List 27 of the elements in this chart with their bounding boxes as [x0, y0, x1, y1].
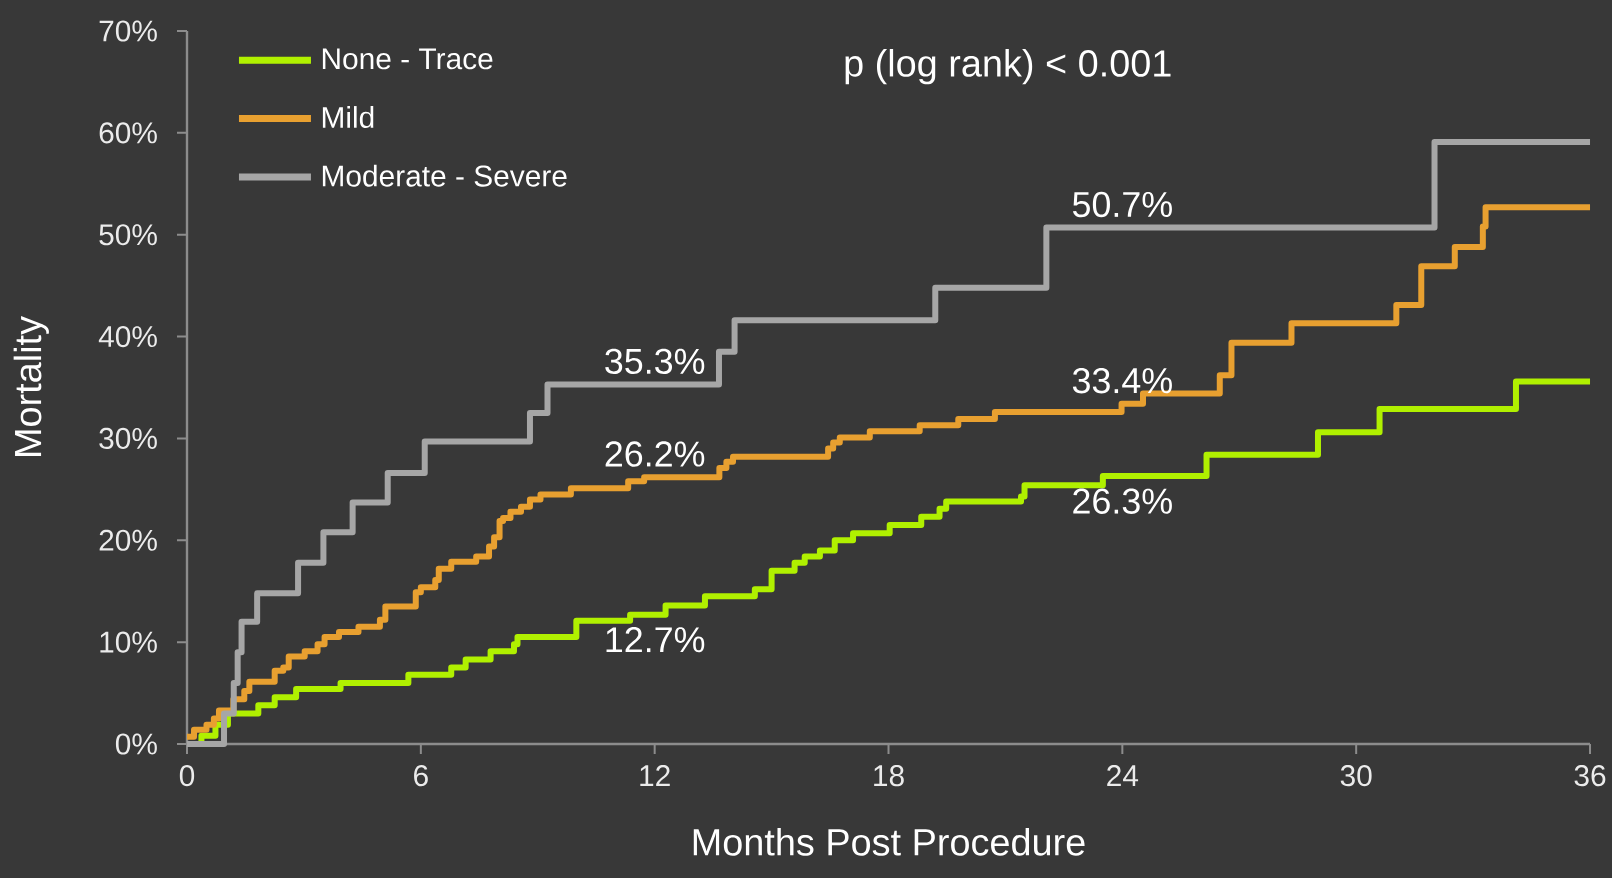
- y-tick-label: 20%: [99, 529, 157, 551]
- data-label: 33.4%: [1072, 367, 1172, 394]
- x-tick-label: 12: [640, 765, 670, 786]
- x-tick-label: 18: [874, 765, 904, 787]
- y-axis-title: Mortality: [13, 316, 49, 456]
- data-label: 26.2%: [605, 441, 705, 467]
- x-tick-label: 30: [1340, 765, 1372, 787]
- y-tick-label: 10%: [100, 631, 157, 653]
- data-label: 35.3%: [605, 348, 705, 375]
- x-tick-label: 6: [414, 765, 428, 787]
- annotation: p (log rank) < 0.001: [845, 49, 1171, 85]
- x-tick-label: 0: [179, 765, 195, 787]
- legend-label: None - Trace: [322, 48, 493, 70]
- y-tick-label: 50%: [99, 224, 157, 246]
- y-tick-label: 30%: [99, 427, 157, 449]
- y-tick-label: 70%: [99, 20, 157, 42]
- y-tick-label: 0%: [115, 733, 157, 755]
- data-label: 12.7%: [606, 627, 705, 653]
- x-tick-label: 36: [1574, 765, 1606, 787]
- y-tick-label: 40%: [98, 325, 157, 348]
- legend-label: Moderate - Severe: [322, 164, 567, 187]
- data-label: 26.3%: [1073, 488, 1172, 514]
- y-tick-label: 60%: [99, 122, 157, 144]
- legend-label: Mild: [322, 106, 374, 129]
- x-tick-label: 24: [1107, 765, 1139, 786]
- x-axis-title: Months Post Procedure: [693, 827, 1085, 856]
- data-label: 50.7%: [1072, 191, 1172, 218]
